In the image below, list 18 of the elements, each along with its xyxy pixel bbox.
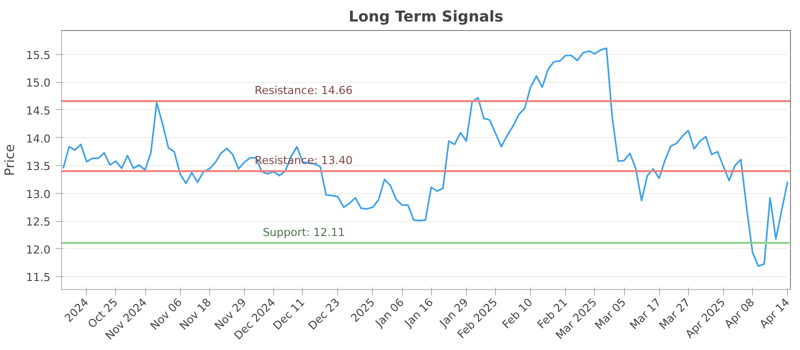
ref-line-label: Support: 12.11 xyxy=(262,226,345,239)
y-axis-title: Price xyxy=(3,144,18,176)
y-tick-label: 12.5 xyxy=(26,216,51,229)
y-tick-label: 13.0 xyxy=(26,188,51,201)
x-tick-label: Dec 23 xyxy=(306,296,342,333)
chart-title: Long Term Signals xyxy=(348,8,504,26)
y-tick-label: 14.5 xyxy=(26,104,51,118)
y-tick-label: 14.0 xyxy=(26,132,51,146)
y-tick-label: 15.0 xyxy=(26,76,51,90)
ref-line-label: Resistance: 14.66 xyxy=(254,84,353,98)
line-series xyxy=(62,47,788,267)
y-tick-label: 11.5 xyxy=(26,271,51,284)
y-tick-label: 13.5 xyxy=(26,160,51,174)
x-tick-label: Apr 14 xyxy=(757,296,792,331)
y-tick-label: 12.0 xyxy=(26,243,51,256)
x-tick-label: Jan 16 xyxy=(402,296,436,330)
y-tick-label: 15.5 xyxy=(26,48,51,62)
x-tick-label: Feb 10 xyxy=(500,296,536,332)
